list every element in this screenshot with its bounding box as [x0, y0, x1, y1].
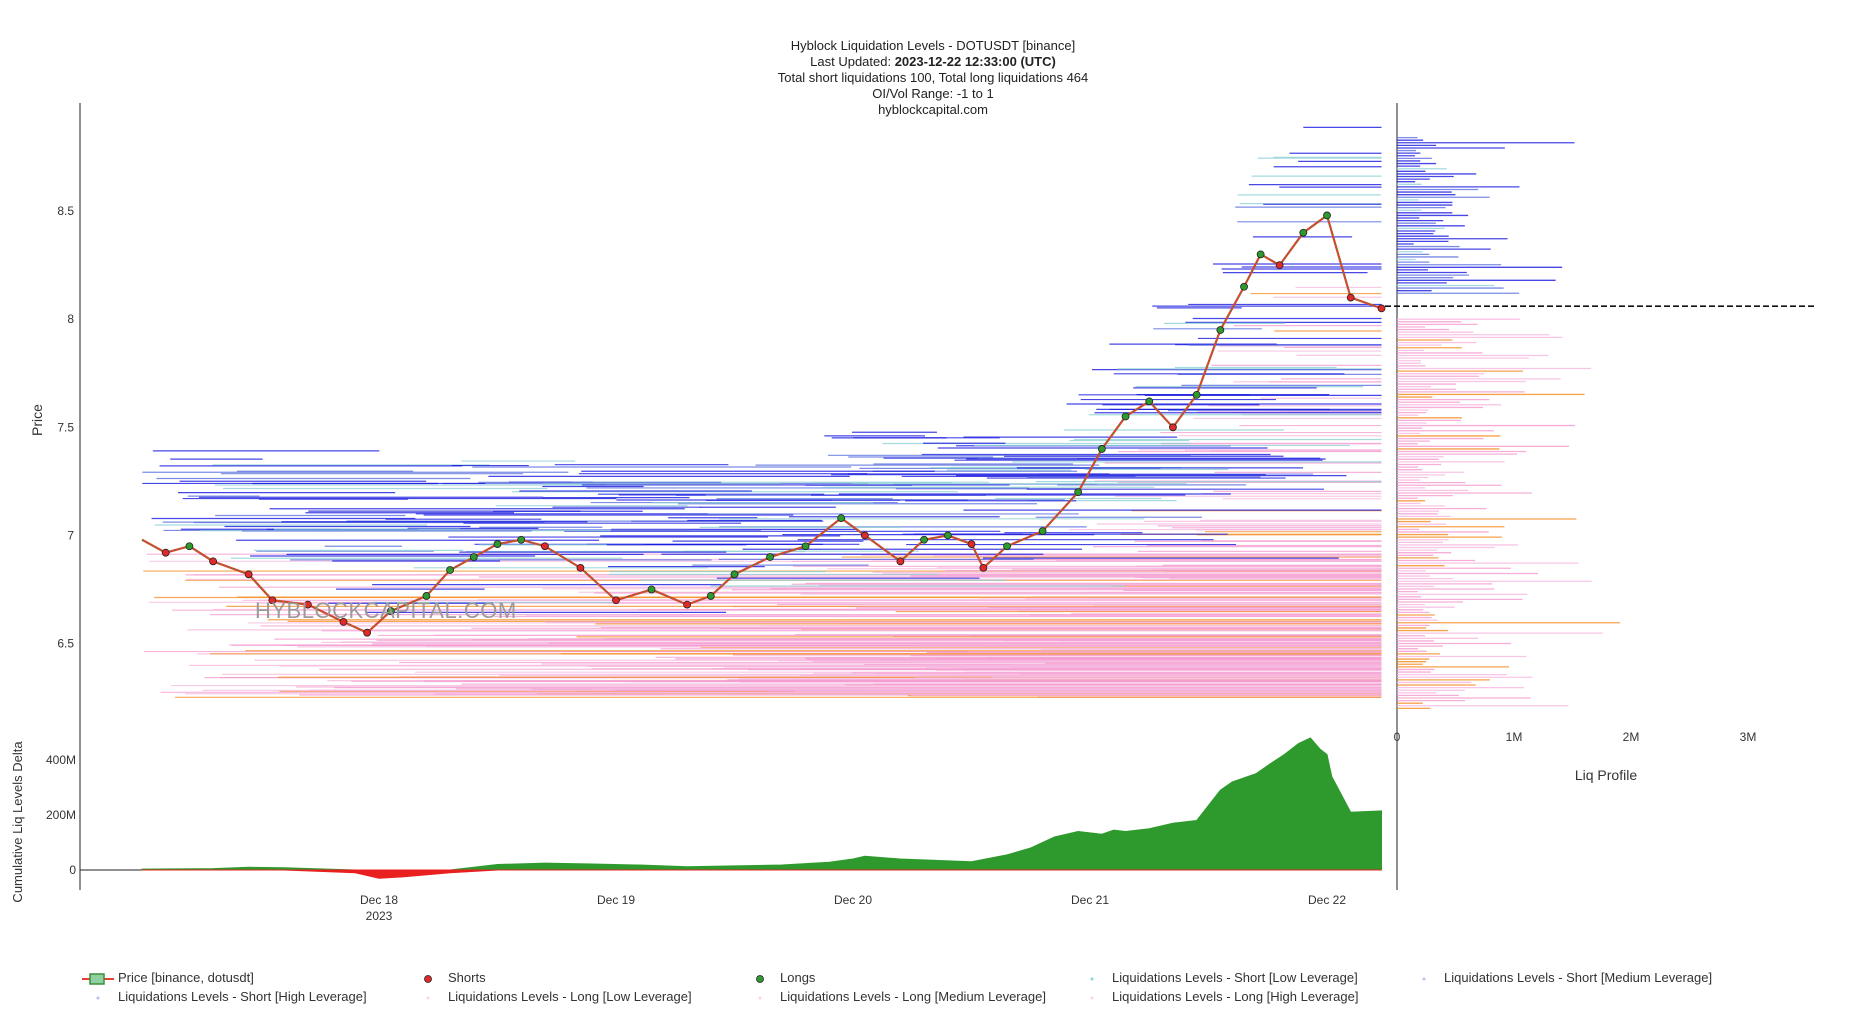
long-liquidation-dot: [1074, 488, 1083, 497]
long-liquidation-dot: [185, 542, 194, 551]
y-tick-label: 7.5: [57, 420, 74, 434]
short-liquidation-dot: [860, 531, 869, 540]
long-liquidation-dot: [1323, 211, 1331, 220]
x-tick-sublabel: 2023: [366, 909, 393, 923]
short-liquidation-dot: [612, 596, 620, 605]
long-liquidation-dot: [493, 540, 502, 548]
candlestick-icon: [82, 972, 114, 985]
y-tick-label: 7: [67, 528, 74, 542]
faint-dot-icon: [412, 992, 444, 1004]
long-liquidation-dot: [1240, 282, 1248, 291]
delta-y-tick: 0: [69, 863, 76, 877]
site-name: hyblockcapital.com: [878, 102, 988, 117]
y-axis-title: Price: [29, 404, 45, 436]
long-liquidation-dot: [1097, 445, 1106, 453]
watermark: HYBLOCKCAPITAL.COM: [255, 598, 517, 623]
y-tick-label: 8: [67, 312, 74, 326]
short-liquidation-dot: [268, 596, 277, 605]
profile-x-tick: 1M: [1506, 730, 1523, 744]
short-liquidation-dot: [1346, 293, 1355, 302]
legend-item-long-high[interactable]: Liquidations Levels - Long [High Leverag…: [1076, 989, 1358, 1004]
legend-item-long-medium[interactable]: Liquidations Levels - Long [Medium Lever…: [744, 989, 1046, 1004]
liquidation-totals: Total short liquidations 100, Total long…: [777, 70, 1089, 85]
legend-item-short-high[interactable]: Liquidations Levels - Short [High Levera…: [82, 989, 367, 1004]
legend-item-price[interactable]: Price [binance, dotusdt]: [82, 970, 254, 985]
short-liquidation-dot: [1169, 423, 1177, 432]
x-tick-label: Dec 22: [1308, 893, 1346, 907]
oi-vol-range: OI/Vol Range: -1 to 1: [872, 86, 994, 101]
liquidation-levels-group: [142, 126, 1382, 698]
short-liquidation-dot: [303, 600, 312, 609]
chart-title-block: Hyblock Liquidation Levels - DOTUSDT [bi…: [0, 38, 1866, 118]
legend-item-shorts[interactable]: Shorts: [412, 970, 486, 985]
long-liquidation-dot: [386, 607, 395, 615]
profile-x-tick: 0: [1394, 730, 1401, 744]
profile-axis-title: Liq Profile: [1575, 767, 1637, 783]
faint-dot-icon: [744, 992, 776, 1004]
long-liquidation-dot: [920, 535, 928, 544]
short-liquidation-dot: [576, 563, 585, 572]
long-liquidation-dot: [469, 553, 478, 561]
short-liquidation-dot: [1275, 261, 1284, 270]
faint-dot-icon: [1408, 973, 1440, 985]
legend-item-short-low[interactable]: Liquidations Levels - Short [Low Leverag…: [1076, 970, 1358, 985]
delta-y-title: Cumulative Liq Levels Delta: [10, 741, 25, 903]
long-liquidation-dot: [1192, 390, 1201, 399]
last-updated: Last Updated: 2023-12-22 12:33:00 (UTC): [810, 54, 1056, 69]
long-liquidation-dot: [766, 553, 774, 561]
legend-item-short-medium[interactable]: Liquidations Levels - Short [Medium Leve…: [1408, 970, 1712, 985]
delta-y-tick: 200M: [46, 808, 76, 822]
long-liquidation-dot: [1003, 542, 1011, 551]
short-liquidation-dot: [1377, 304, 1386, 313]
long-liquidation-dot: [706, 592, 715, 600]
x-tick-label: Dec 18: [360, 893, 398, 907]
liq-profile-group: [1397, 136, 1620, 710]
long-liquidation-dot: [1299, 228, 1308, 237]
x-tick-label: Dec 20: [834, 893, 872, 907]
long-liquidation-dot: [1216, 326, 1225, 334]
delta-area-negative: [142, 869, 1382, 879]
short-liquidation-dot: [896, 557, 905, 566]
short-liquidation-dot: [683, 600, 691, 609]
short-liquidation-dot: [339, 617, 348, 626]
short-liquidation-dot: [541, 542, 549, 551]
short-liquidation-dot: [363, 628, 372, 637]
long-liquidation-dot: [801, 542, 810, 551]
delta-y-tick: 400M: [46, 753, 76, 767]
faint-dot-icon: [1076, 973, 1108, 985]
price-line-up: [141, 214, 1382, 634]
profile-x-tick: 3M: [1740, 730, 1757, 744]
long-liquidation-dot: [1121, 412, 1130, 421]
y-tick-label: 8.5: [57, 204, 74, 218]
legend-item-long-low[interactable]: Liquidations Levels - Long [Low Leverage…: [412, 989, 692, 1004]
y-tick-label: 6.5: [57, 637, 74, 651]
short-liquidation-dot: [161, 548, 170, 557]
long-liquidation-dot: [837, 514, 846, 523]
long-liquidation-dot: [422, 592, 431, 600]
long-liquidation-dot: [647, 585, 656, 594]
chart-title: Hyblock Liquidation Levels - DOTUSDT [bi…: [790, 38, 1076, 53]
x-tick-label: Dec 19: [597, 893, 635, 907]
green-dot-icon: [744, 973, 776, 985]
long-liquidation-dot: [730, 570, 739, 579]
faint-dot-icon: [82, 992, 114, 1004]
short-liquidation-dot: [979, 563, 988, 572]
legend-item-longs[interactable]: Longs: [744, 970, 815, 985]
long-liquidation-dot: [1256, 250, 1265, 259]
long-liquidation-dot: [943, 531, 952, 540]
long-liquidation-dot: [446, 566, 455, 574]
short-liquidation-dot: [967, 540, 976, 548]
long-liquidation-dot: [1145, 397, 1154, 406]
faint-dot-icon: [1076, 992, 1108, 1004]
delta-area-positive: [141, 737, 1383, 871]
short-liquidation-dot: [244, 570, 253, 579]
profile-x-tick: 2M: [1623, 730, 1640, 744]
x-tick-label: Dec 21: [1071, 893, 1109, 907]
long-liquidation-dot: [1038, 527, 1047, 535]
red-dot-icon: [412, 973, 444, 985]
short-liquidation-dot: [209, 557, 218, 566]
long-liquidation-dot: [517, 535, 526, 544]
